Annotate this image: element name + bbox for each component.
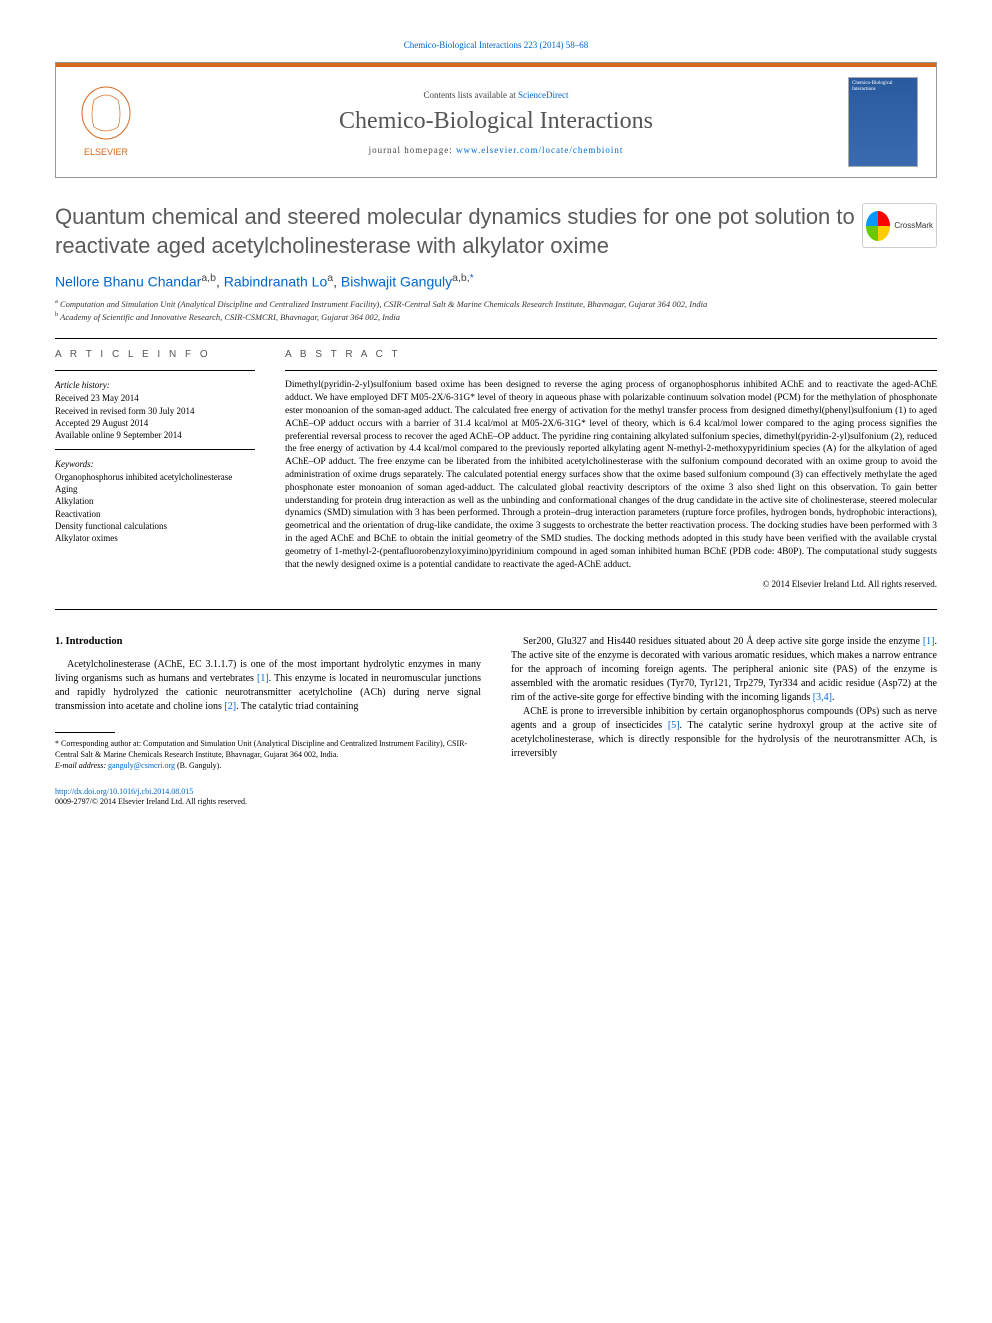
homepage-prefix: journal homepage:: [369, 145, 456, 155]
abstract-heading: A B S T R A C T: [285, 349, 937, 360]
journal-header-box: ELSEVIER Contents lists available at Sci…: [55, 62, 937, 178]
body-col-right: Ser200, Glu327 and His440 residues situa…: [511, 635, 937, 771]
author-2[interactable]: Rabindranath Lo: [224, 274, 328, 290]
elsevier-logo: ELSEVIER: [74, 85, 139, 160]
keyword-3: Reactivation: [55, 508, 255, 520]
abstract-column: A B S T R A C T Dimethyl(pyridin-2-yl)su…: [285, 349, 937, 589]
body-col-left: 1. Introduction Acetylcholinesterase (AC…: [55, 635, 481, 771]
author-2-aff: a: [327, 272, 333, 284]
journal-cover-thumbnail: Chemico-Biological Interactions: [848, 77, 918, 167]
author-1[interactable]: Nellore Bhanu Chandar: [55, 274, 201, 290]
email-suffix: (B. Ganguly).: [175, 761, 221, 770]
keyword-2: Alkylation: [55, 495, 255, 507]
ref-link-1b[interactable]: [1]: [923, 636, 935, 647]
contents-available-line: Contents lists available at ScienceDirec…: [159, 90, 833, 100]
affiliation-b: Academy of Scientific and Innovative Res…: [60, 311, 400, 321]
page-footer: http://dx.doi.org/10.1016/j.cbi.2014.08.…: [55, 787, 937, 808]
header-inner: ELSEVIER Contents lists available at Sci…: [56, 67, 936, 177]
author-1-aff: a,b: [201, 272, 216, 284]
corresponding-marker[interactable]: *: [470, 272, 474, 284]
homepage-link[interactable]: www.elsevier.com/locate/chembioint: [456, 145, 623, 155]
corresponding-footnote: * Corresponding author at: Computation a…: [55, 739, 481, 761]
article-title: Quantum chemical and steered molecular d…: [55, 203, 937, 260]
ref-link-5[interactable]: [5]: [668, 720, 680, 731]
footnote-separator: [55, 732, 115, 733]
ref-link-2[interactable]: [2]: [224, 701, 236, 712]
keyword-5: Alkylator oximes: [55, 532, 255, 544]
body-col2-p2: AChE is prone to irreversible inhibition…: [511, 705, 937, 761]
issn-copyright: 0009-2797/© 2014 Elsevier Ireland Ltd. A…: [55, 797, 247, 806]
crossmark-label: CrossMark: [894, 221, 933, 230]
abstract-divider: [285, 370, 937, 371]
crossmark-badge[interactable]: CrossMark: [862, 203, 937, 248]
article-info-column: A R T I C L E I N F O Article history: R…: [55, 349, 255, 589]
info-divider-1: [55, 370, 255, 371]
available-date: Available online 9 September 2014: [55, 429, 255, 441]
header-citation: Chemico-Biological Interactions 223 (201…: [55, 40, 937, 50]
received-date: Received 23 May 2014: [55, 392, 255, 404]
affiliations: a Computation and Simulation Unit (Analy…: [55, 298, 937, 323]
history-heading: Article history:: [55, 379, 255, 391]
info-abstract-row: A R T I C L E I N F O Article history: R…: [55, 349, 937, 589]
doi-link[interactable]: http://dx.doi.org/10.1016/j.cbi.2014.08.…: [55, 787, 193, 796]
keyword-1: Aging: [55, 483, 255, 495]
svg-text:ELSEVIER: ELSEVIER: [84, 147, 129, 157]
revised-date: Received in revised form 30 July 2014: [55, 405, 255, 417]
header-center: Contents lists available at ScienceDirec…: [159, 90, 833, 155]
divider-bottom: [55, 609, 937, 610]
sciencedirect-link[interactable]: ScienceDirect: [518, 90, 568, 100]
ref-link-1a[interactable]: [1]: [257, 673, 269, 684]
ref-link-3-4[interactable]: [3,4]: [813, 692, 832, 703]
divider-top: [55, 338, 937, 339]
body-columns: 1. Introduction Acetylcholinesterase (AC…: [55, 635, 937, 771]
abstract-text: Dimethyl(pyridin-2-yl)sulfonium based ox…: [285, 379, 937, 571]
citation-link[interactable]: Chemico-Biological Interactions 223 (201…: [404, 40, 588, 50]
author-3-aff: a,b,*: [452, 272, 474, 284]
email-footnote: E-mail address: ganguly@csmcri.org (B. G…: [55, 761, 481, 772]
keywords-heading: Keywords:: [55, 458, 255, 470]
keyword-0: Organophosphorus inhibited acetylcholine…: [55, 471, 255, 483]
section-1-heading: 1. Introduction: [55, 635, 481, 650]
keyword-4: Density functional calculations: [55, 520, 255, 532]
copyright-line: © 2014 Elsevier Ireland Ltd. All rights …: [285, 579, 937, 589]
affiliation-a: Computation and Simulation Unit (Analyti…: [60, 299, 707, 309]
author-3[interactable]: Bishwajit Ganguly: [341, 274, 452, 290]
article-info-heading: A R T I C L E I N F O: [55, 349, 255, 360]
body-col2-p1: Ser200, Glu327 and His440 residues situa…: [511, 635, 937, 705]
email-label: E-mail address:: [55, 761, 108, 770]
cover-title: Chemico-Biological Interactions: [849, 78, 917, 95]
crossmark-icon: [866, 211, 890, 241]
homepage-line: journal homepage: www.elsevier.com/locat…: [159, 145, 833, 155]
accepted-date: Accepted 29 August 2014: [55, 417, 255, 429]
info-divider-2: [55, 449, 255, 450]
authors-line: Nellore Bhanu Chandara,b, Rabindranath L…: [55, 272, 937, 290]
journal-name: Chemico-Biological Interactions: [159, 108, 833, 135]
contents-prefix: Contents lists available at: [424, 90, 518, 100]
page-container: Chemico-Biological Interactions 223 (201…: [0, 0, 992, 847]
email-link[interactable]: ganguly@csmcri.org: [108, 761, 175, 770]
body-col1-p1: Acetylcholinesterase (AChE, EC 3.1.1.7) …: [55, 658, 481, 714]
